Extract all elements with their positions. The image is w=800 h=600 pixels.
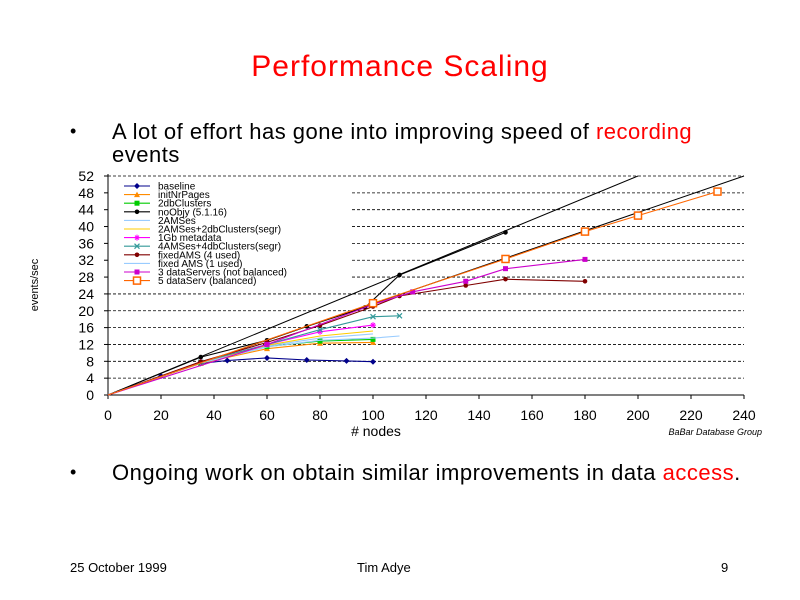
footer-page-number: 9 [721,560,729,575]
y-tick-label: 52 [78,168,94,184]
y-tick-label: 36 [78,235,94,251]
data-point [463,278,469,284]
data-point [134,234,140,241]
series-line [107,338,374,396]
data-point [503,276,508,282]
legend-label: 3 dataServers (not balanced) [158,268,287,279]
bullet-highlight-access: access [662,460,735,485]
data-point [580,227,590,236]
y-tick-label: 8 [86,353,94,369]
data-point [134,183,140,189]
data-point [134,269,140,275]
legend-label: fixed AMS (1 used) [158,259,242,270]
x-tick-label: 200 [626,407,650,423]
data-point [343,357,350,364]
slide-title: Performance Scaling [251,50,549,83]
data-point [370,336,376,342]
y-tick-label: 0 [86,387,94,403]
y-tick-label: 44 [78,202,94,218]
data-point [503,266,508,272]
data-point [134,200,140,206]
x-tick-label: 220 [679,407,703,423]
y-tick-label: 32 [78,252,94,268]
data-point [368,298,378,308]
x-tick-label: 80 [312,407,328,423]
data-point [582,278,588,284]
data-point [713,187,722,196]
data-point [224,357,231,364]
data-point [370,339,376,345]
chart-credit: BaBar Database Group [668,427,762,437]
bullet-text: Ongoing work on obtain similar improveme… [112,461,752,484]
data-point [134,243,140,250]
legend-label: initNrPages [158,190,210,201]
data-point [370,313,376,320]
x-tick-label: 140 [467,407,491,423]
data-point [463,283,469,288]
x-tick-label: 40 [206,407,222,423]
data-point [582,256,588,262]
legend-label: 1Gb metadata [158,233,222,244]
legend-label: 5 dataServ (balanced) [158,276,256,287]
data-point [264,354,270,361]
x-tick-label: 160 [520,407,544,423]
y-tick-label: 48 [78,185,94,201]
y-tick-label: 28 [78,269,94,285]
legend-label: 4AMSes+4dbClusters(segr) [158,242,281,253]
legend-label: 2AMSes+2dbClusters(segr) [158,225,281,236]
data-point [198,354,204,360]
bullet-marker: • [70,121,77,141]
x-tick-label: 20 [153,407,169,423]
bullet-marker: • [70,462,77,482]
y-axis-label: events/sec [29,258,41,311]
footer-date: 25 October 1999 [70,560,167,575]
x-tick-label: 180 [573,407,597,423]
legend-label: noObjy (5.1.16) [158,207,227,218]
x-tick-label: 100 [361,407,385,423]
data-point [396,312,403,319]
x-tick-label: 120 [414,407,438,423]
y-tick-label: 20 [78,303,94,319]
data-point [501,254,510,264]
x-axis-label: # nodes [351,423,401,439]
footer-author: Tim Adye [357,560,411,575]
bullet-highlight-recording: recording [595,119,693,144]
series-line [107,191,718,396]
y-tick-label: 12 [78,336,94,352]
bullet-text-post: events [112,142,180,167]
data-point [397,272,402,278]
bullet-text-pre: Ongoing work on obtain similar improveme… [112,460,663,485]
data-point [317,326,323,333]
data-point [370,322,376,329]
data-point [303,357,310,364]
legend-label: 2AMSes [158,216,196,227]
legend-label: baseline [158,182,196,193]
bullet-text: A lot of effort has gone into improving … [112,120,752,166]
y-tick-label: 40 [78,219,94,235]
legend-label: 2dbClusters [158,199,211,210]
legend-label: fixedAMS (4 used) [158,250,240,261]
data-point [633,211,643,220]
data-point [134,191,140,198]
bullet-text-pre: A lot of effort has gone into improving … [112,119,596,144]
data-point [317,328,323,335]
x-tick-label: 240 [732,407,756,423]
series-line [107,357,374,396]
y-tick-label: 16 [78,320,94,336]
data-point [134,252,140,258]
data-point [410,289,416,295]
y-tick-label: 24 [78,286,94,302]
x-tick-label: 60 [259,407,275,423]
data-point [132,276,142,285]
data-point [503,230,508,235]
data-point [370,358,376,365]
y-tick-label: 4 [86,370,94,386]
x-tick-label: 0 [104,407,112,423]
data-point [134,209,140,215]
data-point [264,341,270,347]
bullet-text-post: . [734,460,741,485]
data-point [317,338,323,344]
